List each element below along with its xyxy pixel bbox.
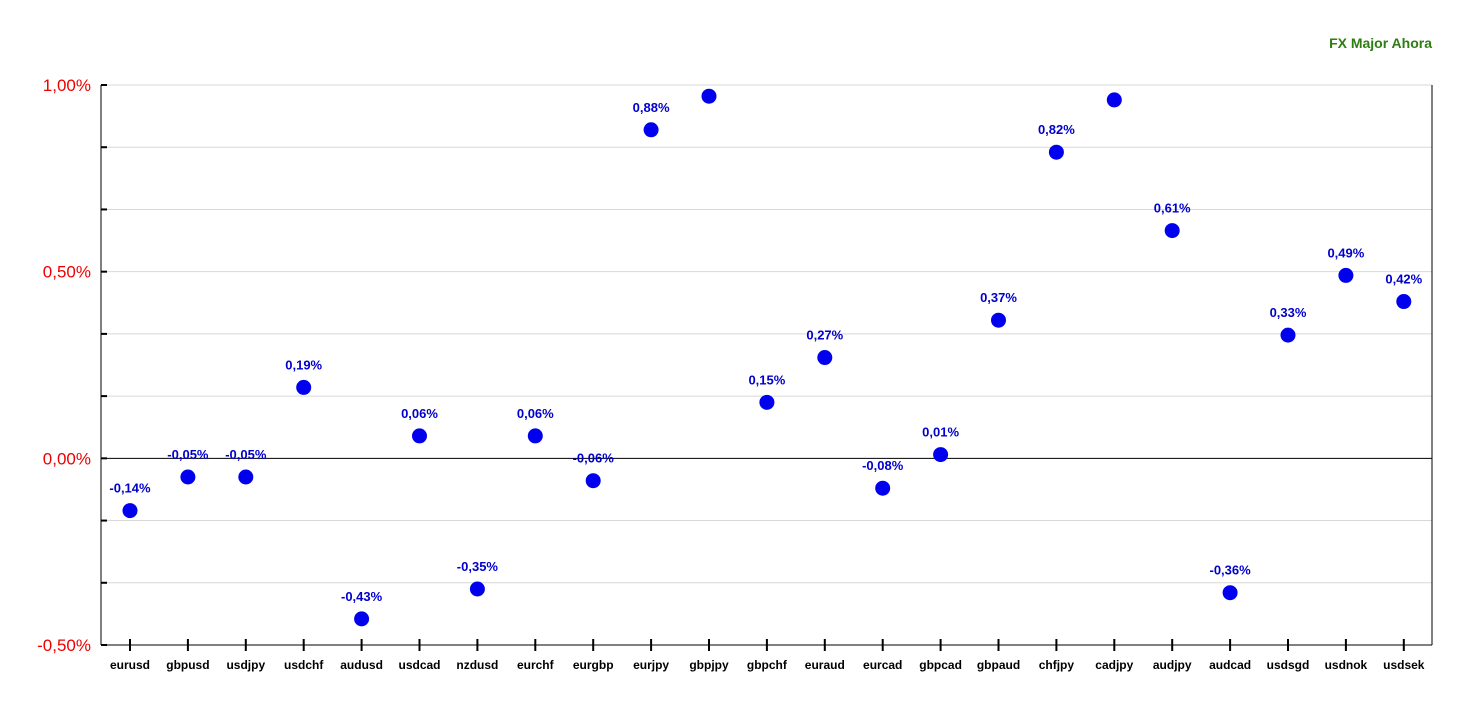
x-tick-label: usdchf	[284, 658, 324, 672]
data-point-usdnok	[1338, 267, 1354, 283]
x-tick-label: usdcad	[398, 658, 440, 672]
x-tick-label: eurjpy	[633, 658, 669, 672]
x-tick-label: euraud	[805, 658, 845, 672]
x-tick-label: cadjpy	[1095, 658, 1133, 672]
data-points	[122, 88, 1412, 627]
x-tick-label: eurcad	[863, 658, 902, 672]
x-tick-label: gbpjpy	[689, 658, 729, 672]
x-tick-label: gbpcad	[919, 658, 962, 672]
data-point-usdcad	[412, 428, 427, 444]
x-tick-label: usdsgd	[1267, 658, 1310, 672]
x-tick-label: gbpaud	[977, 658, 1020, 672]
data-point-eurjpy	[643, 122, 659, 138]
chart-title: FX Major Ahora	[1329, 35, 1432, 51]
data-label-audjpy: 0,61%	[1154, 201, 1191, 216]
x-tick-label: eurchf	[517, 658, 555, 672]
x-tick-label: usdsek	[1383, 658, 1425, 672]
data-label-usdsgd: 0,33%	[1270, 305, 1307, 320]
data-point-gbpaud	[991, 312, 1006, 328]
data-label-eurcad: -0,08%	[862, 458, 904, 473]
data-label-usdjpy: -0,05%	[225, 447, 267, 462]
data-label-usdsek: 0,42%	[1385, 272, 1422, 287]
data-point-audusd	[354, 611, 370, 627]
data-label-nzdusd: -0,35%	[457, 559, 499, 574]
y-axis: 1,00% 0,50% 0,00% -0,50%	[37, 76, 91, 655]
data-point-eurcad	[875, 480, 891, 496]
data-label-usdchf: 0,19%	[285, 357, 322, 372]
x-tick-label: usdnok	[1325, 658, 1368, 672]
data-label-usdcad: 0,06%	[401, 406, 438, 421]
data-point-eurusd	[122, 503, 138, 519]
x-tick-label: gbpchf	[747, 658, 788, 672]
data-point-usdsek	[1396, 294, 1412, 310]
y-tick-label: -0,50%	[37, 636, 91, 655]
data-point-euraud	[817, 350, 833, 366]
data-point-gbpjpy	[701, 88, 717, 104]
data-point-chfjpy	[1048, 144, 1064, 160]
y-tick-label: 0,50%	[43, 263, 91, 282]
x-tick-label: audjpy	[1153, 658, 1192, 672]
data-point-audjpy	[1164, 223, 1180, 239]
data-point-usdjpy	[238, 469, 254, 485]
data-point-eurchf	[527, 428, 543, 444]
x-tick-label: eurusd	[110, 658, 150, 672]
data-label-eurusd: -0,14%	[109, 481, 151, 496]
data-point-gbpchf	[759, 394, 775, 410]
x-tick-label: chfjpy	[1039, 658, 1075, 672]
data-label-eurjpy: 0,88%	[633, 100, 670, 115]
data-label-gbpaud: 0,37%	[980, 290, 1017, 305]
data-label-usdnok: 0,49%	[1327, 245, 1364, 260]
data-label-audusd: -0,43%	[341, 589, 383, 604]
y-tick-label: 0,00%	[43, 449, 91, 468]
data-label-gbpusd: -0,05%	[167, 447, 209, 462]
x-axis: eurusd gbpusd usdjpy usdchf audusd usdcad nzdu…	[110, 639, 1425, 672]
data-label-gbpcad: 0,01%	[922, 425, 959, 440]
data-point-gbpusd	[180, 469, 196, 485]
x-tick-label: gbpusd	[166, 658, 209, 672]
data-label-euraud: 0,27%	[806, 328, 843, 343]
data-point-nzdusd	[469, 581, 485, 597]
data-point-gbpcad	[933, 447, 949, 463]
data-point-usdsgd	[1280, 327, 1296, 343]
x-tick-label: nzdusd	[456, 658, 498, 672]
x-tick-label: audcad	[1209, 658, 1251, 672]
data-point-eurgbp	[585, 473, 601, 489]
data-label-audcad: -0,36%	[1209, 563, 1251, 578]
data-label-chfjpy: 0,82%	[1038, 122, 1075, 137]
data-labels: -0,14% -0,05% -0,05% 0,19% -0,43% 0,06% -0,35%…	[109, 100, 1422, 604]
data-point-cadjpy	[1106, 92, 1122, 108]
x-tick-label: eurgbp	[573, 658, 614, 672]
y-tick-label: 1,00%	[43, 76, 91, 95]
data-label-gbpchf: 0,15%	[748, 372, 785, 387]
data-point-audcad	[1222, 585, 1238, 601]
data-point-usdchf	[296, 379, 312, 395]
x-tick-label: audusd	[340, 658, 383, 672]
data-label-eurchf: 0,06%	[517, 406, 554, 421]
data-label-eurgbp: -0,06%	[573, 451, 615, 466]
x-tick-label: usdjpy	[226, 658, 265, 672]
